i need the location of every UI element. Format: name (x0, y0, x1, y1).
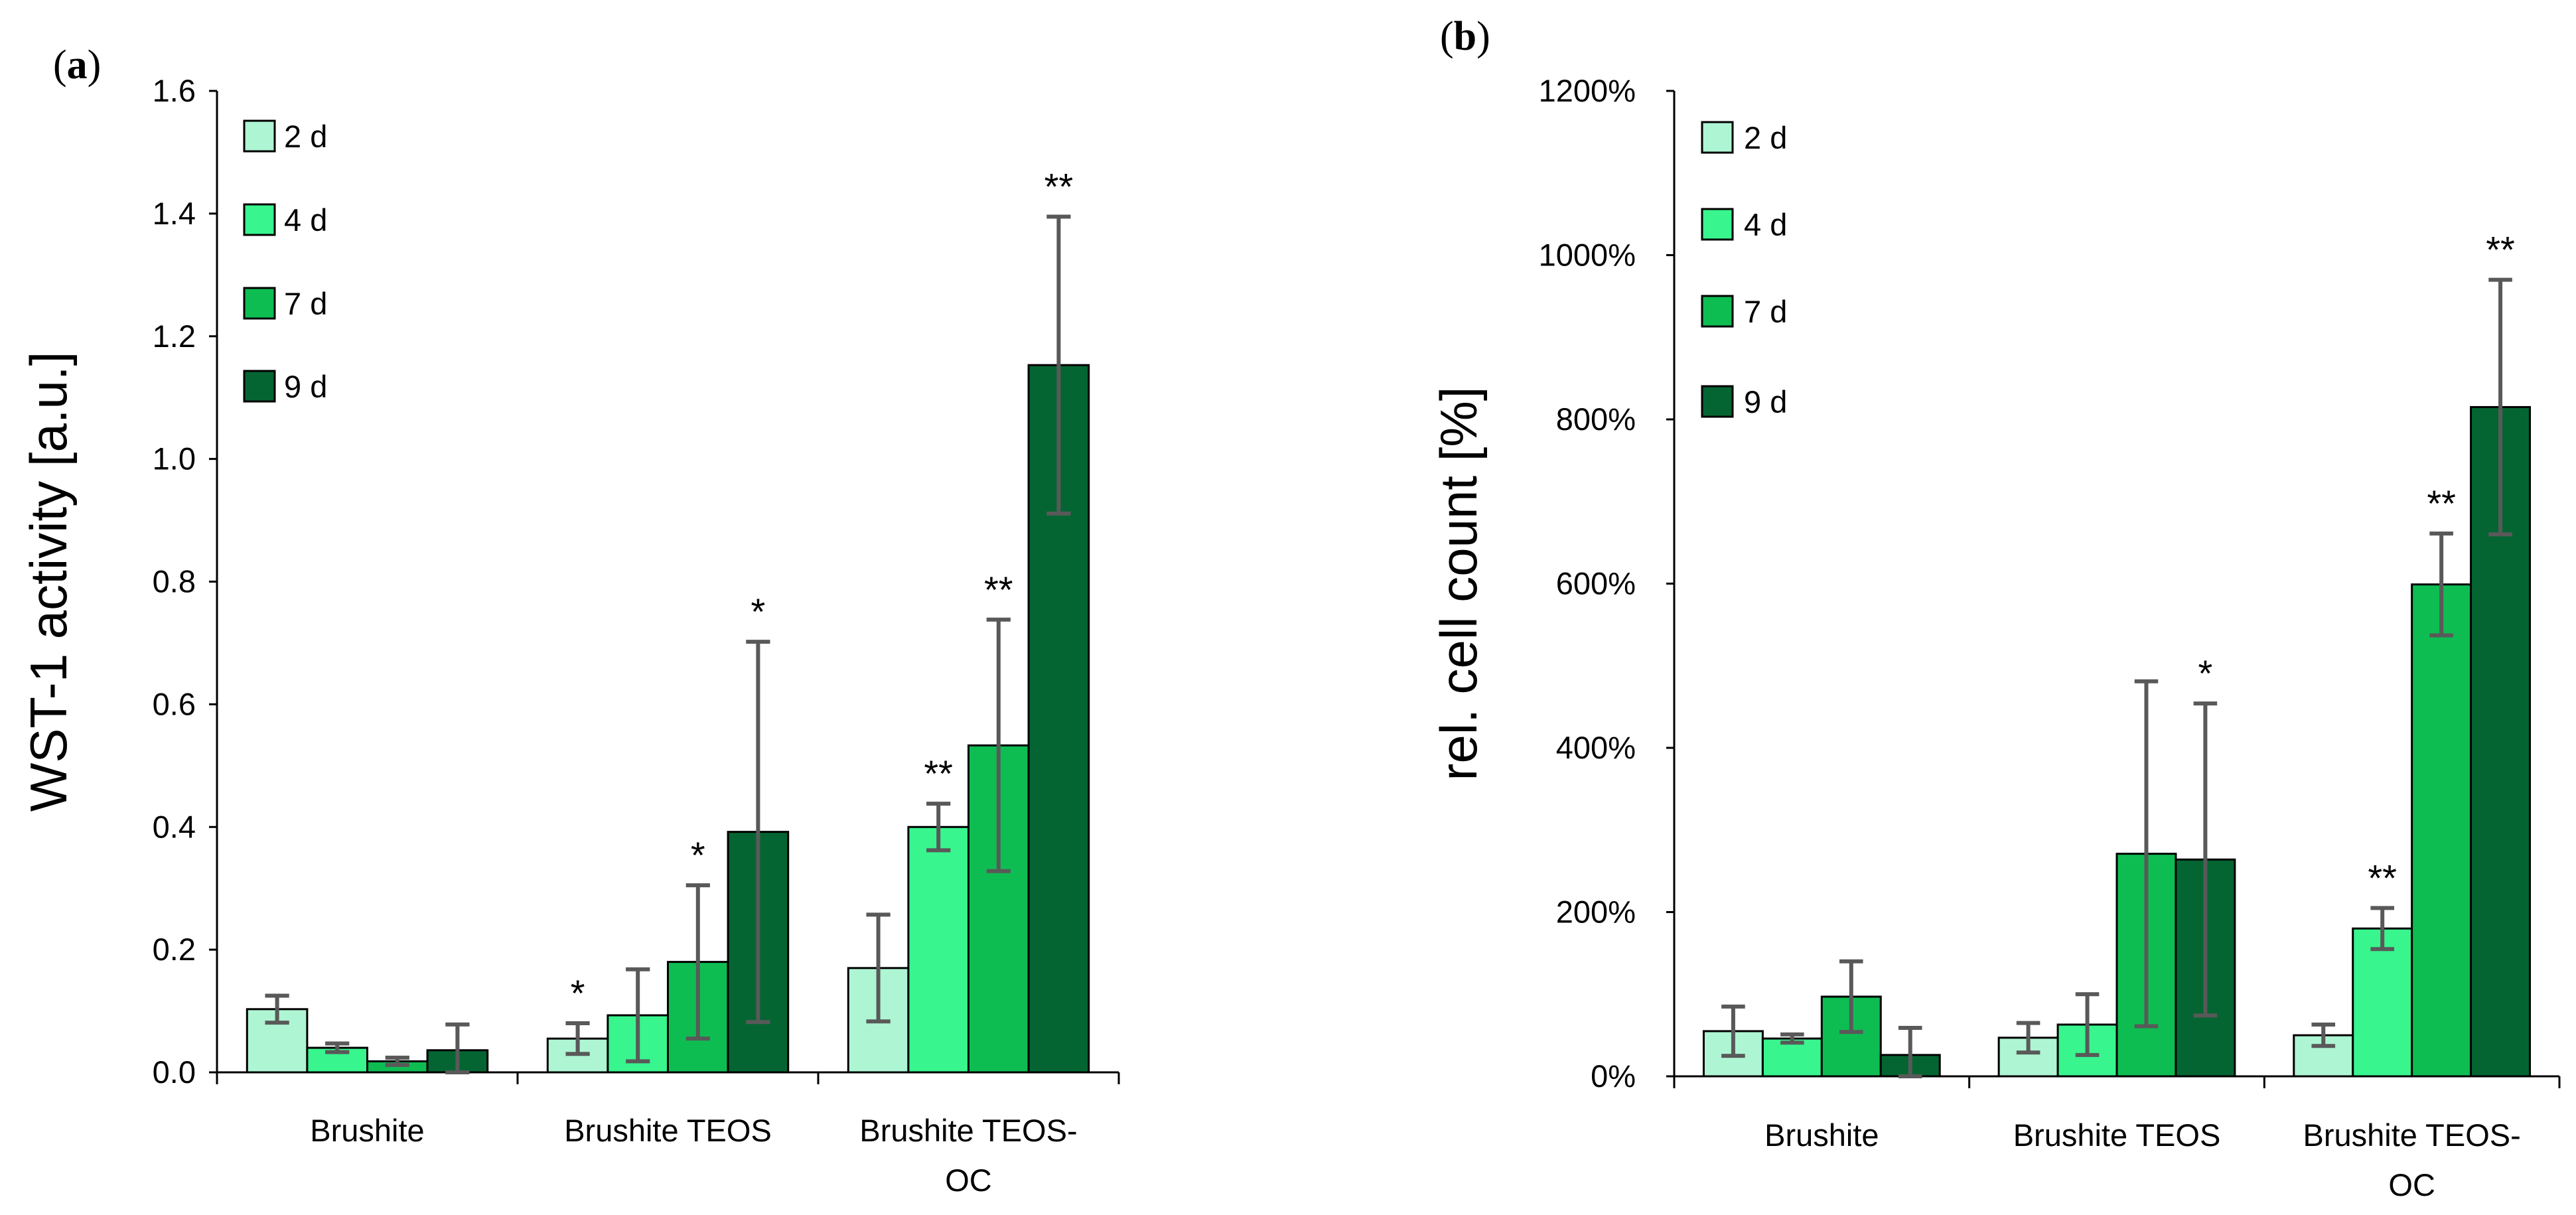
category-label: OC (945, 1163, 992, 1198)
panel-label-close: ) (1476, 14, 1490, 59)
significance-marker: * (691, 834, 705, 876)
category-label: OC (2388, 1167, 2435, 1202)
y-axis-title: WST-1 activity [a.u.] (19, 352, 78, 812)
significance-marker: * (751, 591, 766, 632)
legend-label: 7 d (284, 286, 327, 321)
bar (907, 825, 970, 1074)
legend-label: 4 d (284, 202, 327, 238)
y-tick-label: 1.0 (153, 441, 196, 476)
bar (2411, 583, 2472, 1078)
y-tick-label: 400% (1556, 730, 1636, 765)
panel-b-cell-count-chart: (b) rel. cell count [%] 0% 200% 400% 600% 800%… (1429, 14, 2561, 1202)
y-tick-label: 0.4 (153, 809, 196, 844)
category-label: Brushite TEOS (2013, 1117, 2221, 1153)
legend-label: 9 d (1744, 384, 1787, 419)
significance-marker: ** (1044, 165, 1074, 207)
panel-label-letter: a (67, 42, 88, 88)
significance-marker: ** (2486, 229, 2515, 271)
category-label: Brushite TEOS- (2303, 1117, 2521, 1153)
panel-label: (a) (53, 42, 101, 88)
y-tick-label: 1.4 (153, 196, 196, 231)
significance-marker: ** (924, 752, 953, 794)
y-tick-label: 0% (1591, 1058, 1636, 1094)
y-tick-label: 0.2 (153, 932, 196, 967)
legend-label: 2 d (284, 119, 327, 154)
significance-marker: ** (2368, 857, 2397, 898)
panel-label-open: ( (1440, 14, 1454, 59)
category-label: Brushite (1764, 1117, 1879, 1153)
y-tick-label: 200% (1556, 894, 1636, 930)
panel-a-wst1-chart: (a) WST-1 activity [a.u.] 0.0 0.2 0.4 0.6 0.8 1… (19, 42, 1120, 1198)
y-tick-label: 1.6 (153, 73, 196, 108)
legend-label: 9 d (284, 369, 327, 404)
y-tick-label: 0.6 (153, 686, 196, 721)
legend-swatch (1701, 208, 1734, 241)
y-tick-label: 1.2 (153, 319, 196, 354)
significance-marker: ** (984, 569, 1013, 610)
panel-label-close: ) (88, 42, 102, 88)
legend-label: 2 d (1744, 120, 1787, 155)
y-tick-label: 800% (1556, 401, 1636, 437)
legend-swatch (243, 119, 276, 153)
bar (1761, 1037, 1823, 1078)
y-axis-title: rel. cell count [%] (1429, 387, 1488, 781)
legend-swatch (1701, 295, 1734, 328)
bar (2352, 927, 2413, 1078)
y-tick-label: 1000% (1539, 238, 1636, 273)
legend-label: 4 d (1744, 207, 1787, 242)
significance-marker: * (2198, 652, 2213, 694)
panel-label-open: ( (53, 42, 67, 88)
y-tick-label: 0.0 (153, 1054, 196, 1090)
y-tick-label: 1200% (1539, 73, 1636, 108)
panel-label: (b) (1440, 14, 1490, 59)
legend-swatch (1701, 121, 1734, 154)
category-label: Brushite TEOS (564, 1113, 772, 1148)
significance-marker: * (571, 972, 585, 1014)
y-tick-label: 600% (1556, 566, 1636, 601)
significance-marker: ** (2427, 482, 2456, 524)
legend-swatch (243, 370, 276, 403)
y-tick-label: 0.8 (153, 564, 196, 599)
legend-swatch (243, 203, 276, 236)
category-label: Brushite (310, 1113, 424, 1148)
legend-swatch (1701, 385, 1734, 418)
legend-swatch (243, 287, 276, 320)
category-label: Brushite TEOS- (859, 1113, 1077, 1148)
legend-label: 7 d (1744, 294, 1787, 329)
panel-label-letter: b (1454, 14, 1476, 59)
